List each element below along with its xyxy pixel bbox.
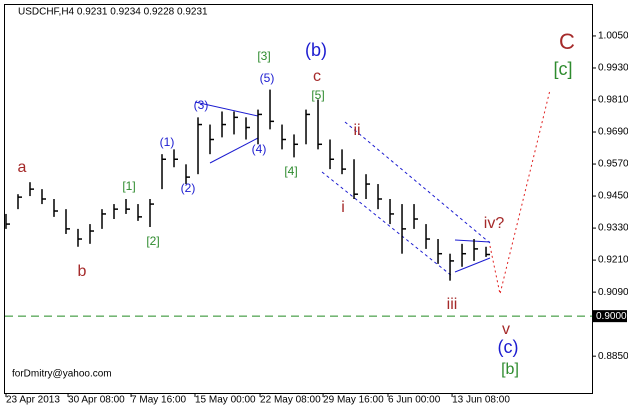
- watermark: forDmitry@yahoo.com: [12, 369, 112, 380]
- triangle-line: [454, 257, 491, 273]
- level-label-box: [593, 310, 627, 323]
- channel-line: [344, 121, 491, 244]
- ohlc-bar: [437, 239, 443, 264]
- wave-label: c: [313, 68, 321, 85]
- wave-label: a: [18, 159, 27, 176]
- ohlc-bar: [473, 239, 479, 261]
- y-tick-label: 0.9210: [598, 255, 628, 266]
- x-tick-label: 15 May 00:00: [195, 395, 256, 405]
- y-tick-label: 0.9450: [598, 191, 628, 202]
- ohlc-bar: [17, 194, 22, 210]
- wave-label: (c): [498, 337, 519, 357]
- x-tick-label: 6 Jun 00:00: [388, 395, 441, 405]
- ohlc-bar: [161, 154, 167, 190]
- ohlc-bar: [221, 111, 227, 138]
- wave-label: (b): [305, 40, 327, 60]
- ohlc-bar: [281, 124, 287, 150]
- ohlc-bar: [317, 99, 323, 150]
- wave-label: [b]: [501, 361, 519, 378]
- y-tick-label: 0.9570: [598, 159, 628, 170]
- ohlc-bar: [41, 189, 46, 205]
- ohlc-bar: [257, 109, 263, 145]
- ohlc-bar: [149, 199, 155, 228]
- ohlc-bar: [137, 204, 143, 221]
- ohlc-bar: [53, 199, 58, 217]
- wave-label: [4]: [284, 164, 297, 178]
- ohlc-bar: [5, 213, 10, 229]
- ohlc-bar: [485, 246, 491, 257]
- ohlc-bar: [185, 164, 191, 185]
- triangle-line: [454, 239, 491, 243]
- wave-label: [2]: [146, 234, 159, 248]
- x-tick-label: 22 May 08:00: [260, 395, 321, 405]
- ohlc-bar: [233, 111, 239, 135]
- wave-label: [1]: [122, 179, 135, 193]
- x-tick-label: 7 May 16:00: [131, 395, 186, 405]
- ohlc-bar: [209, 124, 215, 155]
- ohlc-bar: [377, 184, 383, 210]
- wave-label: b: [78, 263, 87, 280]
- projection-line: [489, 89, 551, 295]
- wave-label: (1): [160, 135, 175, 149]
- ohlc-bar: [353, 159, 359, 199]
- ohlc-bar: [449, 253, 455, 281]
- wave-label: (2): [181, 181, 196, 195]
- wave-label: (5): [260, 71, 275, 85]
- triangle-line: [209, 137, 259, 164]
- ohlc-bar: [425, 224, 431, 249]
- wave-label: [5]: [311, 88, 324, 102]
- y-tick-label: 0.9090: [598, 287, 628, 298]
- ohlc-bar: [113, 204, 119, 220]
- ohlc-bar: [413, 204, 419, 229]
- ohlc-bar: [341, 149, 347, 175]
- x-tick-label: 29 May 16:00: [323, 395, 384, 405]
- ohlc-bar: [329, 139, 335, 170]
- ohlc-bar: [389, 199, 395, 225]
- ohlc-bar: [401, 204, 407, 254]
- ohlc-bar: [101, 209, 107, 229]
- ohlc-bar: [269, 89, 275, 130]
- ohlc-bar: [197, 117, 203, 175]
- x-tick-label: 13 Jun 08:00: [452, 395, 510, 405]
- wave-label: iv?: [484, 215, 505, 232]
- y-tick-label: 0.9330: [598, 223, 628, 234]
- ohlc-bar: [77, 228, 83, 247]
- wave-label: v: [502, 321, 510, 338]
- ohlc-bar: [173, 149, 179, 168]
- y-tick-label: 0.9810: [598, 95, 628, 106]
- triangle-line: [194, 101, 259, 117]
- wave-label: (4): [252, 142, 267, 156]
- channel-line: [321, 171, 453, 277]
- y-tick-label: 0.9930: [598, 63, 628, 74]
- ohlc-bar: [293, 134, 299, 158]
- wave-label: iii: [447, 296, 458, 313]
- ohlc-bar: [125, 199, 131, 214]
- level-label: 0.9000: [596, 311, 627, 322]
- ohlc-bar: [65, 209, 71, 234]
- ohlc-bar: [89, 224, 95, 244]
- plot-frame: [4, 4, 593, 394]
- wave-label: C: [559, 29, 575, 54]
- x-tick-label: 30 Apr 08:00: [68, 395, 125, 405]
- y-tick-label: 1.0050: [598, 31, 628, 42]
- ohlc-bar: [29, 182, 34, 197]
- chart-title: USDCHF,H4 0.9231 0.9234 0.9228 0.9231: [18, 7, 208, 18]
- ohlc-bar: [245, 117, 251, 140]
- y-tick-label: 0.8850: [598, 351, 628, 362]
- wave-label: (3): [194, 98, 209, 112]
- y-tick-label: 0.9690: [598, 127, 628, 138]
- wave-lines: [194, 89, 551, 295]
- wave-label: ii: [353, 122, 360, 139]
- ohlc-bar: [305, 109, 311, 145]
- wave-label: i: [341, 199, 345, 216]
- x-tick-label: 23 Apr 2013: [6, 395, 60, 405]
- wave-label: [c]: [553, 59, 572, 79]
- wave-label: [3]: [257, 49, 270, 63]
- ohlc-bar: [461, 243, 467, 267]
- ohlc-bar: [365, 174, 371, 199]
